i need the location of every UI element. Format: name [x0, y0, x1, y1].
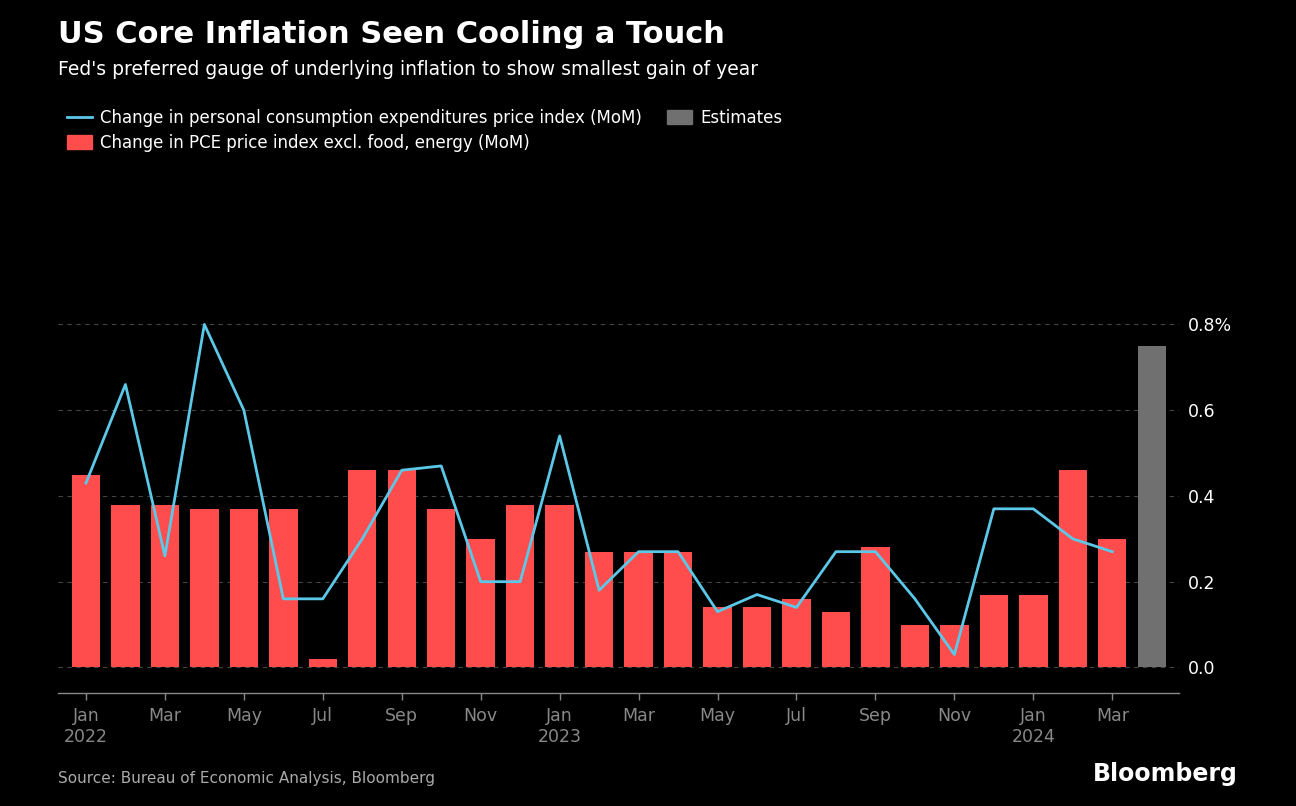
Bar [111, 505, 140, 667]
Bar [229, 509, 258, 667]
Bar [150, 505, 179, 667]
Bar [270, 509, 298, 667]
Bar [901, 625, 929, 667]
Bar [505, 505, 534, 667]
Bar [467, 539, 495, 667]
Bar [584, 551, 613, 667]
Bar [546, 505, 574, 667]
Text: Fed's preferred gauge of underlying inflation to show smallest gain of year: Fed's preferred gauge of underlying infl… [58, 60, 758, 80]
Bar [822, 612, 850, 667]
Bar [1059, 470, 1087, 667]
Text: Bloomberg: Bloomberg [1093, 762, 1238, 786]
Bar [1098, 539, 1126, 667]
Legend: Change in personal consumption expenditures price index (MoM), Change in PCE pri: Change in personal consumption expenditu… [66, 109, 783, 152]
Bar [743, 608, 771, 667]
Bar [349, 470, 376, 667]
Bar [664, 551, 692, 667]
Text: Source: Bureau of Economic Analysis, Bloomberg: Source: Bureau of Economic Analysis, Blo… [58, 771, 435, 786]
Bar [388, 470, 416, 667]
Bar [1138, 346, 1166, 667]
Bar [625, 551, 653, 667]
Bar [71, 475, 100, 667]
Bar [783, 599, 811, 667]
Text: US Core Inflation Seen Cooling a Touch: US Core Inflation Seen Cooling a Touch [58, 20, 726, 49]
Bar [940, 625, 968, 667]
Bar [191, 509, 219, 667]
Bar [704, 608, 732, 667]
Bar [426, 509, 455, 667]
Bar [308, 659, 337, 667]
Bar [980, 595, 1008, 667]
Bar [862, 547, 889, 667]
Bar [1019, 595, 1047, 667]
